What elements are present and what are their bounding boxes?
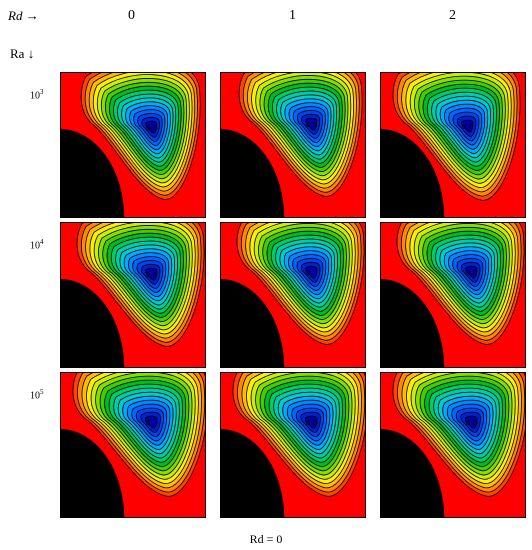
core-value-label: 0.0	[462, 123, 473, 131]
column-axis-label: Rd →	[8, 8, 39, 23]
contour-panel-r3-c2: 0.0	[220, 372, 366, 518]
core-value-label: 0.0	[306, 121, 317, 129]
panel-frame	[380, 372, 526, 518]
core-value-label: 0	[146, 419, 150, 427]
contour-panel-r3-c3: 0.0	[380, 372, 526, 518]
contour-level-17	[305, 265, 318, 279]
figure-caption: Rd = 0	[249, 532, 283, 546]
circular-obstacle	[60, 128, 125, 218]
panel-frame	[60, 222, 206, 368]
contour-level-17	[145, 267, 158, 281]
row-axis-label: Ra ↓	[10, 46, 35, 61]
circular-obstacle	[60, 278, 125, 368]
panel-frame	[220, 72, 366, 218]
contour-level-17	[305, 117, 318, 131]
circular-obstacle	[380, 278, 445, 368]
circular-obstacle	[380, 428, 445, 518]
contour-panel-r2-c3: 0.0	[380, 222, 526, 368]
core-value-label: 0.0	[466, 269, 477, 277]
contour-panel-r1-c1: 0.0	[60, 72, 206, 218]
contour-panel-r1-c2: 0.0	[220, 72, 366, 218]
circular-obstacle	[380, 128, 445, 218]
panel-frame	[220, 372, 366, 518]
core-value-label: 0	[306, 269, 310, 277]
core-value-label: 0.0	[466, 419, 477, 427]
contour-panel-r3-c1: 0	[60, 372, 206, 518]
panel-frame	[60, 72, 206, 218]
contour-level-17	[464, 415, 478, 429]
contour-level-17	[461, 119, 474, 133]
contour-level-17	[145, 120, 158, 134]
column-header-1: 1	[289, 8, 296, 23]
panel-frame	[60, 372, 206, 518]
core-value-label: 0.0	[146, 124, 157, 132]
column-header-0: 0	[128, 8, 135, 23]
circular-obstacle	[220, 428, 285, 518]
panel-frame	[380, 222, 526, 368]
core-value-label: 0.0	[146, 271, 157, 279]
circular-obstacle	[220, 278, 285, 368]
row-header-1: 104	[30, 238, 44, 252]
contour-panel-r1-c3: 0.0	[380, 72, 526, 218]
contour-panel-r2-c1: 0.0	[60, 222, 206, 368]
panel-frame	[220, 222, 366, 368]
column-header-2: 2	[449, 8, 456, 23]
contour-level-17	[144, 415, 158, 429]
row-header-0: 103	[30, 88, 44, 102]
contour-level-17	[304, 415, 318, 429]
core-value-label: 0.0	[306, 419, 317, 427]
panel-frame	[380, 72, 526, 218]
contour-level-17	[465, 265, 478, 279]
circular-obstacle	[60, 428, 125, 518]
circular-obstacle	[220, 128, 285, 218]
contour-panel-r2-c2: 0	[220, 222, 366, 368]
row-header-2: 105	[30, 388, 44, 402]
